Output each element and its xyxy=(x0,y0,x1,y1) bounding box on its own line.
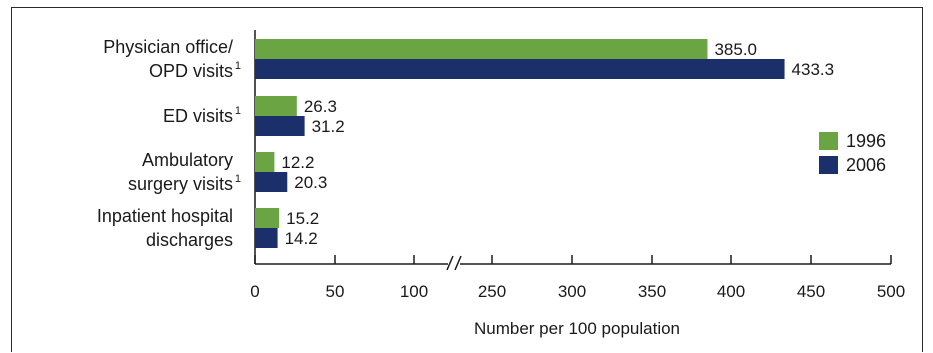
data-label: 15.2 xyxy=(286,209,319,228)
x-tick-label: 250 xyxy=(478,282,506,301)
x-tick-label: 500 xyxy=(877,282,905,301)
category-label: Physician office/ xyxy=(103,37,233,57)
legend-label-2006: 2006 xyxy=(846,155,886,175)
legend-swatch-2006 xyxy=(819,156,838,174)
footnote-marker: 1 xyxy=(235,173,241,185)
x-tick-label: 0 xyxy=(250,282,259,301)
footnote-marker: 1 xyxy=(235,105,241,117)
x-tick-label: 300 xyxy=(558,282,586,301)
category-label: OPD visits xyxy=(149,61,233,81)
data-label: 31.2 xyxy=(312,117,345,136)
axis-break-mark xyxy=(454,255,462,271)
footnote-marker: 1 xyxy=(235,60,241,72)
category-label: Inpatient hospital xyxy=(97,206,233,226)
x-tick-label: 350 xyxy=(638,282,666,301)
bar-1996-0 xyxy=(255,39,708,59)
data-label: 20.3 xyxy=(294,173,327,192)
legend-label-1996: 1996 xyxy=(846,131,886,151)
axis-break-mark xyxy=(446,255,454,271)
data-label: 26.3 xyxy=(304,97,337,116)
bar-2006-3 xyxy=(255,228,278,248)
data-label: 14.2 xyxy=(285,229,318,248)
category-label: Ambulatory xyxy=(142,150,233,170)
bar-1996-1 xyxy=(255,96,297,116)
bar-chart: 0 50 100 250 300 350 400 450 500 Number per 100 p… xyxy=(97,30,905,338)
x-tick-label: 100 xyxy=(400,282,428,301)
category-label: ED visits xyxy=(163,106,233,126)
bar-2006-0 xyxy=(255,59,785,79)
x-axis-title: Number per 100 population xyxy=(474,319,680,338)
bar-2006-1 xyxy=(255,116,305,136)
bar-1996-3 xyxy=(255,208,280,228)
data-label: 12.2 xyxy=(281,153,314,172)
bar-1996-2 xyxy=(255,152,275,172)
chart-frame: 0 50 100 250 300 350 400 450 500 Number per 100 p… xyxy=(11,7,923,352)
legend-swatch-1996 xyxy=(819,132,838,150)
x-tick-label: 400 xyxy=(717,282,745,301)
x-tick-label: 50 xyxy=(326,282,345,301)
x-tick-label: 450 xyxy=(797,282,825,301)
bar-2006-2 xyxy=(255,172,288,192)
data-label: 433.3 xyxy=(792,60,835,79)
category-label: surgery visits xyxy=(128,174,233,194)
category-label: discharges xyxy=(146,230,233,250)
data-label: 385.0 xyxy=(714,40,757,59)
